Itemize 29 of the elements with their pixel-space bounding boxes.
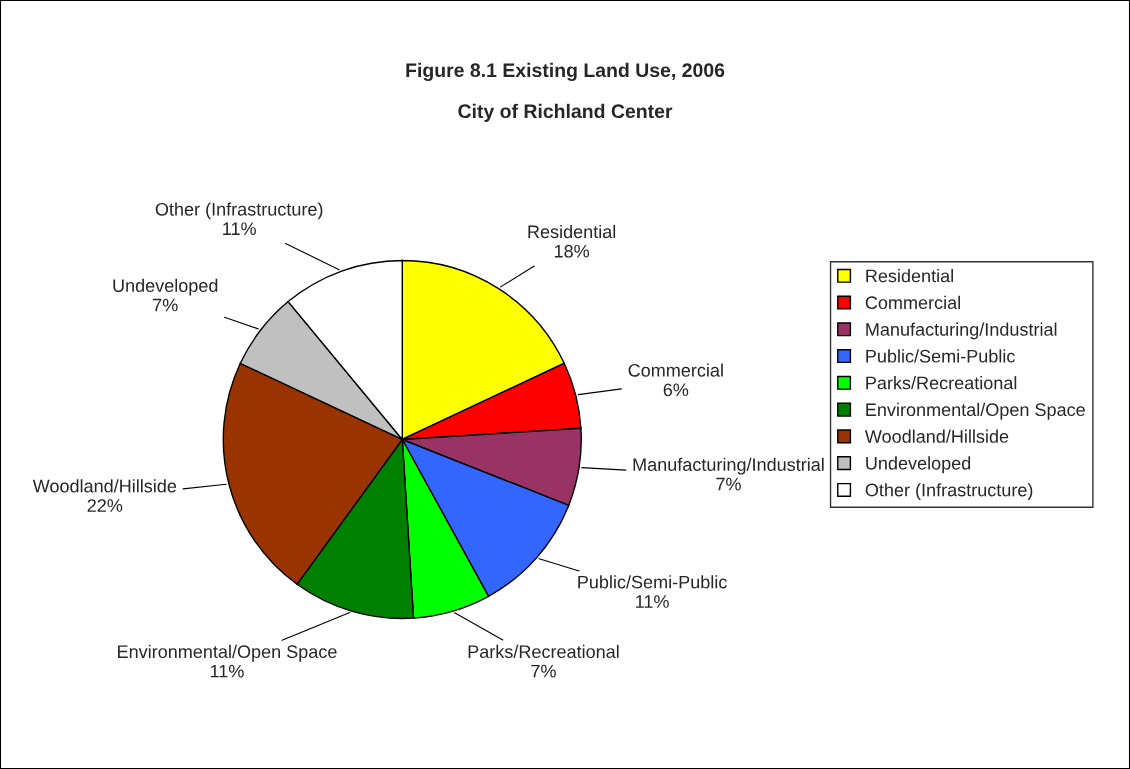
slice-label: Environmental/Open Space	[118, 644, 337, 662]
legend-label: Woodland/Hillside	[864, 429, 1009, 443]
legend-label: Manufacturing/Industrial	[866, 322, 1057, 340]
data-label: 6%	[663, 383, 689, 397]
data-label: 7%	[153, 298, 178, 312]
chart-title: Figure 8.1 Existing Land Use, 2006	[406, 62, 725, 82]
legend-label: Residential	[866, 269, 953, 283]
slice-label: Public/Semi-Public	[578, 575, 727, 589]
data-label: 11%	[636, 595, 669, 608]
data-label: 7%	[531, 664, 556, 678]
legend-label: Parks/Recreational	[866, 376, 1017, 390]
slice-label: Other (Infrastructure)	[155, 202, 323, 220]
legend-label: Undeveloped	[866, 456, 971, 474]
slice-label: Residential	[528, 224, 616, 239]
data-label: 11%	[210, 664, 244, 678]
slice-label: Manufacturing/Industrial	[633, 457, 824, 475]
legend-label: Public/Semi-Public	[866, 349, 1015, 363]
legend-label: Commercial	[865, 295, 960, 310]
legend-label: Environmental/Open Space	[866, 402, 1085, 420]
data-label: 11%	[223, 222, 256, 236]
data-label: 18%	[554, 244, 590, 258]
slice-label: Commercial	[628, 363, 723, 377]
data-label: 7%	[716, 477, 741, 491]
slice-label: Undeveloped	[113, 278, 218, 296]
data-label: 22%	[87, 499, 123, 512]
slice-label: Parks/Recreational	[468, 644, 619, 659]
legend-label: Other (Infrastructure)	[865, 483, 1033, 500]
chart-subtitle: City of Richland Center	[458, 103, 673, 122]
slice-label: Woodland/Hillside	[32, 479, 177, 493]
